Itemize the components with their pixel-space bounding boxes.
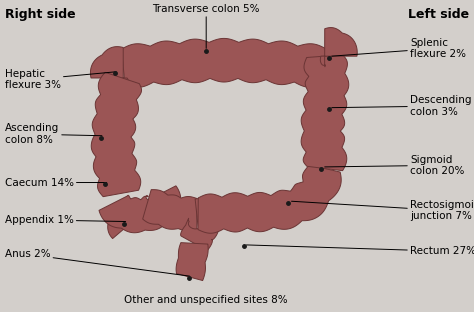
Text: Splenic
flexure 2%: Splenic flexure 2% bbox=[332, 37, 466, 59]
Text: Ascending
colon 8%: Ascending colon 8% bbox=[5, 123, 102, 145]
Text: Appendix 1%: Appendix 1% bbox=[5, 215, 126, 225]
Text: Rectosigmoid
junction 7%: Rectosigmoid junction 7% bbox=[292, 200, 474, 222]
Polygon shape bbox=[91, 46, 128, 85]
Polygon shape bbox=[301, 55, 349, 171]
Polygon shape bbox=[176, 243, 208, 280]
Polygon shape bbox=[121, 38, 327, 87]
Text: Left side: Left side bbox=[408, 8, 469, 21]
Polygon shape bbox=[99, 186, 181, 233]
Text: Caecum 14%: Caecum 14% bbox=[5, 178, 107, 188]
Polygon shape bbox=[91, 72, 142, 197]
Polygon shape bbox=[320, 27, 357, 67]
Text: Other and unspecified sites 8%: Other and unspecified sites 8% bbox=[124, 295, 288, 305]
Text: Anus 2%: Anus 2% bbox=[5, 249, 190, 276]
Polygon shape bbox=[181, 198, 219, 251]
Text: Right side: Right side bbox=[5, 8, 75, 21]
Text: Sigmoid
colon 20%: Sigmoid colon 20% bbox=[325, 154, 465, 176]
Polygon shape bbox=[143, 190, 197, 231]
Text: Transverse colon 5%: Transverse colon 5% bbox=[153, 4, 260, 48]
Text: Descending
colon 3%: Descending colon 3% bbox=[332, 95, 472, 117]
Text: Hepatic
flexure 3%: Hepatic flexure 3% bbox=[5, 69, 116, 90]
Polygon shape bbox=[108, 203, 142, 239]
Text: Rectum 27%: Rectum 27% bbox=[246, 245, 474, 256]
Polygon shape bbox=[198, 165, 341, 233]
